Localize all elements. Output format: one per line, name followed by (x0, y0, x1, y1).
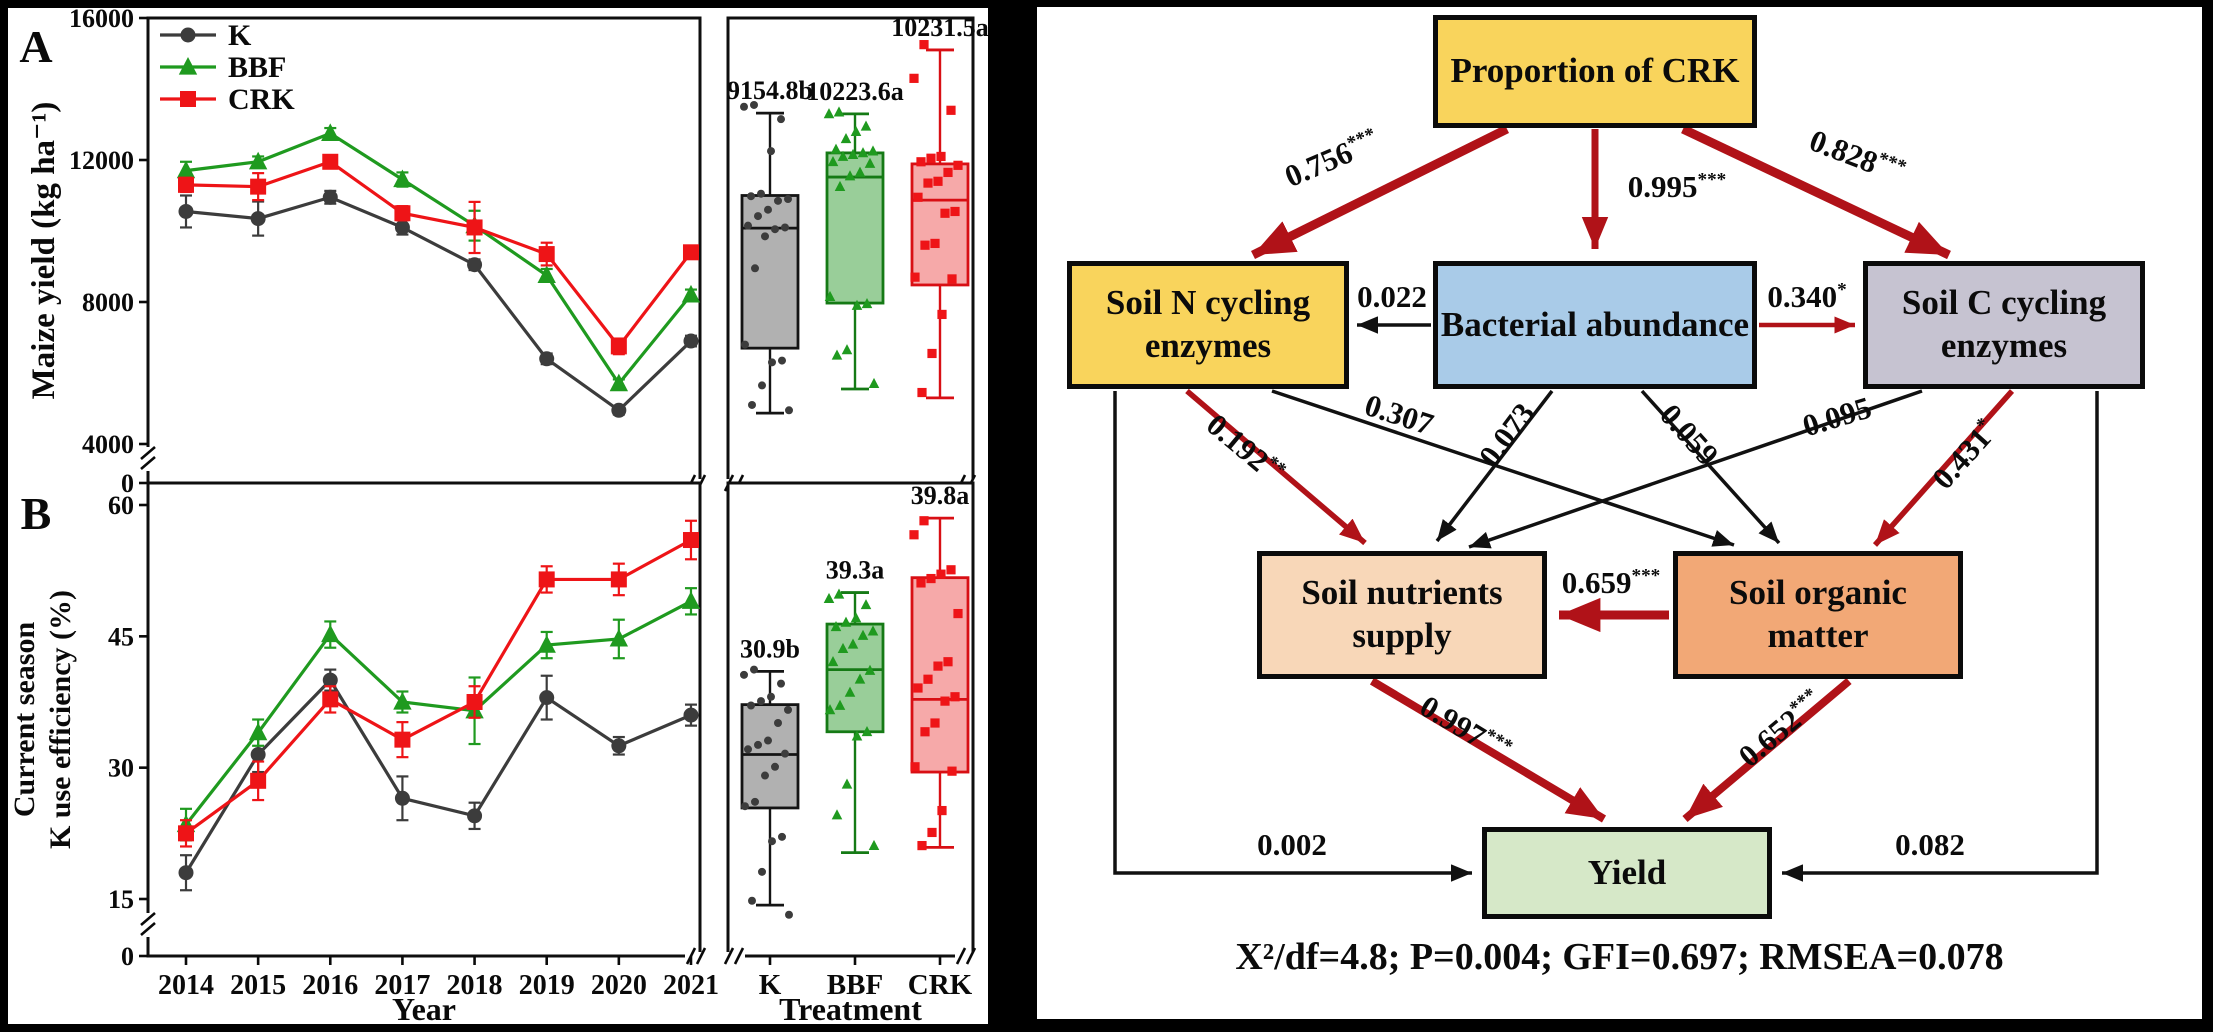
series-BBF (176, 587, 701, 842)
sem-path-nutri_yield (1369, 677, 1607, 823)
svg-text:Year: Year (392, 991, 456, 1024)
sem-fit-statistics: X²/df=4.8; P=0.004; GFI=0.697; RMSEA=0.0… (1235, 936, 2004, 978)
svg-text:0: 0 (121, 942, 134, 971)
sem-node-soil-n-cycling-enzymes: Soil N cycling enzymes (1067, 261, 1349, 389)
sem-path-coefficient-soiln_yield: 0.002 (1257, 827, 1327, 862)
sem-path-bact_nutri (1435, 389, 1554, 543)
svg-text:9154.8b: 9154.8b (727, 76, 813, 105)
svg-text:30.9b: 30.9b (740, 634, 800, 663)
series-CRK (178, 519, 699, 848)
svg-text:CRK: CRK (908, 969, 973, 1001)
boxplot-CRK: 39.8a (909, 481, 970, 851)
series-CRK (178, 153, 699, 356)
boxplot-K: 30.9b (740, 634, 800, 919)
sem-path-soiln_som (1271, 389, 1735, 547)
svg-text:39.8a: 39.8a (911, 481, 970, 510)
series-BBF (176, 123, 701, 392)
svg-text:2018: 2018 (447, 970, 503, 1001)
svg-text:BBF: BBF (827, 969, 883, 1001)
sem-path-bact_som (1640, 389, 1781, 545)
sem-path-coefficient-bact_soiln: 0.022 (1357, 279, 1427, 314)
svg-text:15: 15 (108, 885, 134, 914)
svg-text:CRK: CRK (228, 83, 295, 116)
sem-paths-svg (1113, 124, 2099, 882)
boxplot-K: 9154.8b (727, 76, 813, 415)
svg-text:A: A (19, 21, 52, 72)
panel-B: 0 15 30 45 60 30.9b 39.3a 39.8a 2014 2015 2016 2017… (8, 481, 977, 1024)
sem-node-soil-nutrients-supply: Soil nutrients supply (1257, 551, 1547, 679)
sem-node-label: Soil organic matter (1729, 573, 1907, 655)
sem-node-label: Bacterial abundance (1440, 304, 1750, 344)
sem-node-label: Proportion of CRK (1450, 51, 1740, 91)
svg-text:4000: 4000 (82, 430, 134, 459)
svg-text:2014: 2014 (158, 970, 214, 1001)
svg-text:8000: 8000 (82, 288, 134, 317)
yield-and-efficiency-charts-area: 0 4000 8000 12000 16000 K BBF CRK 9154.8b 10223.6… (8, 8, 988, 1024)
svg-text:30: 30 (108, 754, 134, 783)
svg-text:16000: 16000 (69, 8, 134, 33)
svg-text:2021: 2021 (663, 970, 719, 1001)
sem-node-soil-c-cycling-enzymes: Soil C cycling enzymes (1863, 261, 2145, 389)
sem-node-soil-organic-matter: Soil organic matter (1673, 551, 1963, 679)
sem-path-som_yield (1682, 677, 1852, 823)
sem-path-coefficient-prop_bact: 0.995*** (1627, 169, 1727, 204)
svg-text:B: B (21, 488, 52, 539)
sem-path-soilc_nutri (1468, 389, 1923, 549)
svg-text:2019: 2019 (519, 970, 575, 1001)
sem-path-soilc_som (1872, 389, 2015, 547)
sem-node-label: Yield (1587, 852, 1667, 892)
svg-text:45: 45 (108, 622, 134, 651)
svg-text:BBF: BBF (228, 51, 286, 84)
sem-node-proportion-of-crk: Proportion of CRK (1433, 15, 1757, 128)
sem-node-bacterial-abundance: Bacterial abundance (1433, 261, 1757, 389)
boxplot-BBF: 10223.6a (806, 77, 904, 391)
svg-text:K use efficiency (%): K use efficiency (%) (44, 590, 77, 849)
svg-text:2017: 2017 (374, 970, 430, 1001)
svg-text:2020: 2020 (591, 970, 647, 1001)
svg-text:2015: 2015 (230, 970, 286, 1001)
series-K (178, 189, 699, 418)
svg-text:10223.6a: 10223.6a (806, 77, 904, 106)
svg-text:Maize yield (kg ha⁻¹): Maize yield (kg ha⁻¹) (26, 102, 62, 400)
sem-path-prop_soilc (1681, 124, 1951, 260)
svg-text:Current season: Current season (8, 622, 41, 818)
sem-path-coefficient-bact_soilc: 0.340* (1767, 279, 1847, 314)
svg-text:10231.5a: 10231.5a (891, 13, 988, 42)
svg-text:39.3a: 39.3a (826, 556, 885, 585)
sem-path-coefficient-som_nutri: 0.659*** (1561, 565, 1661, 600)
boxplot-CRK: 10231.5a (891, 13, 988, 400)
sem-path-coefficient-soilc_yield: 0.082 (1895, 827, 1965, 862)
sem-node-label: Soil N cycling enzymes (1105, 283, 1311, 365)
sem-diagram-panel: Proportion of CRK Soil N cycling enzymes… (1037, 7, 2202, 1019)
sem-path-soiln_nutri (1185, 388, 1367, 546)
sem-path-prop_soiln (1251, 124, 1509, 260)
svg-text:2016: 2016 (302, 970, 358, 1001)
sem-node-label: Soil C cycling enzymes (1901, 283, 2107, 365)
boxplot-BBF: 39.3a (823, 556, 885, 854)
sem-node-label: Soil nutrients supply (1301, 573, 1503, 655)
svg-text:0: 0 (121, 469, 134, 498)
svg-text:12000: 12000 (69, 146, 134, 175)
sem-path-soilc_yield (1782, 391, 2099, 882)
svg-text:K: K (228, 19, 252, 52)
svg-text:Treatment: Treatment (779, 991, 922, 1024)
svg-text:60: 60 (108, 491, 134, 520)
svg-text:K: K (759, 969, 782, 1001)
sem-node-yield: Yield (1482, 827, 1772, 919)
sem-path-soiln_yield (1113, 391, 1472, 882)
